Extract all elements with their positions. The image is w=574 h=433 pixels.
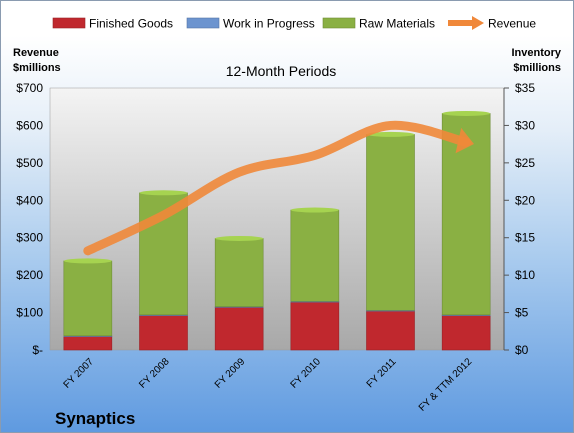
right-tick-label: $0 bbox=[515, 343, 529, 357]
legend-swatch-2 bbox=[186, 17, 220, 29]
plot-area bbox=[49, 87, 505, 351]
revenue-line-group bbox=[83, 120, 474, 256]
bar-cap-3 bbox=[215, 235, 264, 241]
left-tick-label: $200 bbox=[16, 268, 43, 282]
right-tick-label: $10 bbox=[515, 268, 535, 282]
legend-label-4: Revenue bbox=[488, 17, 536, 31]
bar-1-5 bbox=[366, 310, 415, 351]
category-label: FY & TTM 2012 bbox=[417, 356, 475, 414]
bar-1-4 bbox=[290, 301, 340, 351]
legend: Finished Goods Work in Progress Raw Materi… bbox=[52, 16, 536, 31]
legend-label-1: Finished Goods bbox=[89, 17, 173, 31]
right-tick-label: $30 bbox=[515, 118, 535, 132]
bar-cap-6 bbox=[442, 110, 491, 116]
category-label: FY 2010 bbox=[289, 356, 324, 391]
legend-label-2: Work in Progress bbox=[223, 17, 315, 31]
chart-title: 12-Month Periods bbox=[226, 63, 337, 79]
right-axis-label-line2: $millions bbox=[513, 62, 561, 74]
right-tick-label: $5 bbox=[515, 306, 529, 320]
bar-1-2 bbox=[139, 315, 188, 351]
right-axis-label-line1: Inventory bbox=[511, 47, 561, 59]
bar-cap-2 bbox=[139, 190, 188, 196]
right-tick-label: $35 bbox=[515, 81, 535, 95]
legend-revenue-arrowhead bbox=[472, 16, 484, 30]
category-label: FY 2008 bbox=[137, 356, 172, 391]
company-name: Synaptics bbox=[55, 409, 135, 428]
bar-3-5 bbox=[366, 134, 415, 311]
bar-cap-4 bbox=[290, 207, 339, 213]
category-label: FY 2011 bbox=[365, 356, 399, 390]
bar-cap-1 bbox=[63, 258, 112, 264]
left-tick-label: $- bbox=[32, 343, 43, 357]
left-tick-label: $700 bbox=[16, 81, 43, 95]
legend-label-3: Raw Materials bbox=[359, 17, 435, 31]
left-tick-label: $400 bbox=[16, 193, 43, 207]
left-tick-label: $300 bbox=[16, 231, 43, 245]
right-tick-label: $15 bbox=[515, 231, 535, 245]
left-axis-label-line2: $millions bbox=[13, 62, 61, 74]
legend-swatch-1 bbox=[52, 17, 86, 29]
right-tick-label: $25 bbox=[515, 156, 535, 170]
bar-3-3 bbox=[214, 238, 264, 307]
category-label: FY 2009 bbox=[213, 356, 248, 391]
bars-group bbox=[63, 110, 491, 351]
category-label: FY 2007 bbox=[62, 356, 97, 391]
revenue-line bbox=[83, 120, 471, 256]
bar-1-1 bbox=[63, 336, 113, 351]
revenue-arrowhead bbox=[455, 127, 474, 154]
bar-3-1 bbox=[63, 260, 113, 337]
right-tick-label: $20 bbox=[515, 193, 535, 207]
legend-swatch-3 bbox=[322, 17, 356, 29]
bar-1-3 bbox=[214, 307, 264, 351]
left-tick-label: $600 bbox=[16, 118, 43, 132]
bar-3-4 bbox=[290, 209, 340, 302]
left-tick-label: $500 bbox=[16, 156, 43, 170]
bar-cap-5 bbox=[366, 131, 415, 137]
left-axis-label-line1: Revenue bbox=[13, 47, 59, 59]
left-tick-label: $100 bbox=[16, 306, 43, 320]
bar-1-6 bbox=[441, 315, 491, 351]
